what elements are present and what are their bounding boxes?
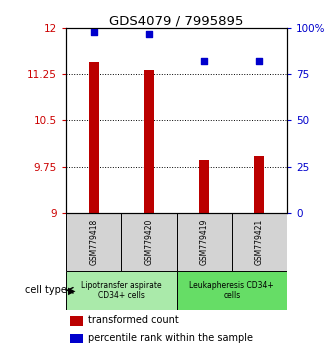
Bar [254,156,264,213]
Text: cell type: cell type [25,285,67,295]
Text: Leukapheresis CD34+
cells: Leukapheresis CD34+ cells [189,281,274,300]
Text: GSM779419: GSM779419 [200,218,209,265]
Polygon shape [177,213,232,270]
Polygon shape [177,270,287,310]
Bar [89,62,99,213]
Text: transformed count: transformed count [88,315,179,325]
Polygon shape [66,270,177,310]
Bar [144,70,154,213]
Text: ▶: ▶ [68,285,76,295]
Point [146,31,151,37]
Bar [70,334,82,343]
Text: Lipotransfer aspirate
CD34+ cells: Lipotransfer aspirate CD34+ cells [81,281,162,300]
Polygon shape [232,213,287,270]
Polygon shape [66,213,121,270]
Polygon shape [121,213,177,270]
Point [202,59,207,64]
Bar [70,316,82,326]
Point [257,59,262,64]
Point [91,29,96,35]
Text: GSM779418: GSM779418 [89,218,98,265]
Text: GSM779421: GSM779421 [255,218,264,265]
Title: GDS4079 / 7995895: GDS4079 / 7995895 [109,14,244,27]
Text: percentile rank within the sample: percentile rank within the sample [88,333,253,343]
Text: GSM779420: GSM779420 [145,218,153,265]
Bar [199,160,209,213]
